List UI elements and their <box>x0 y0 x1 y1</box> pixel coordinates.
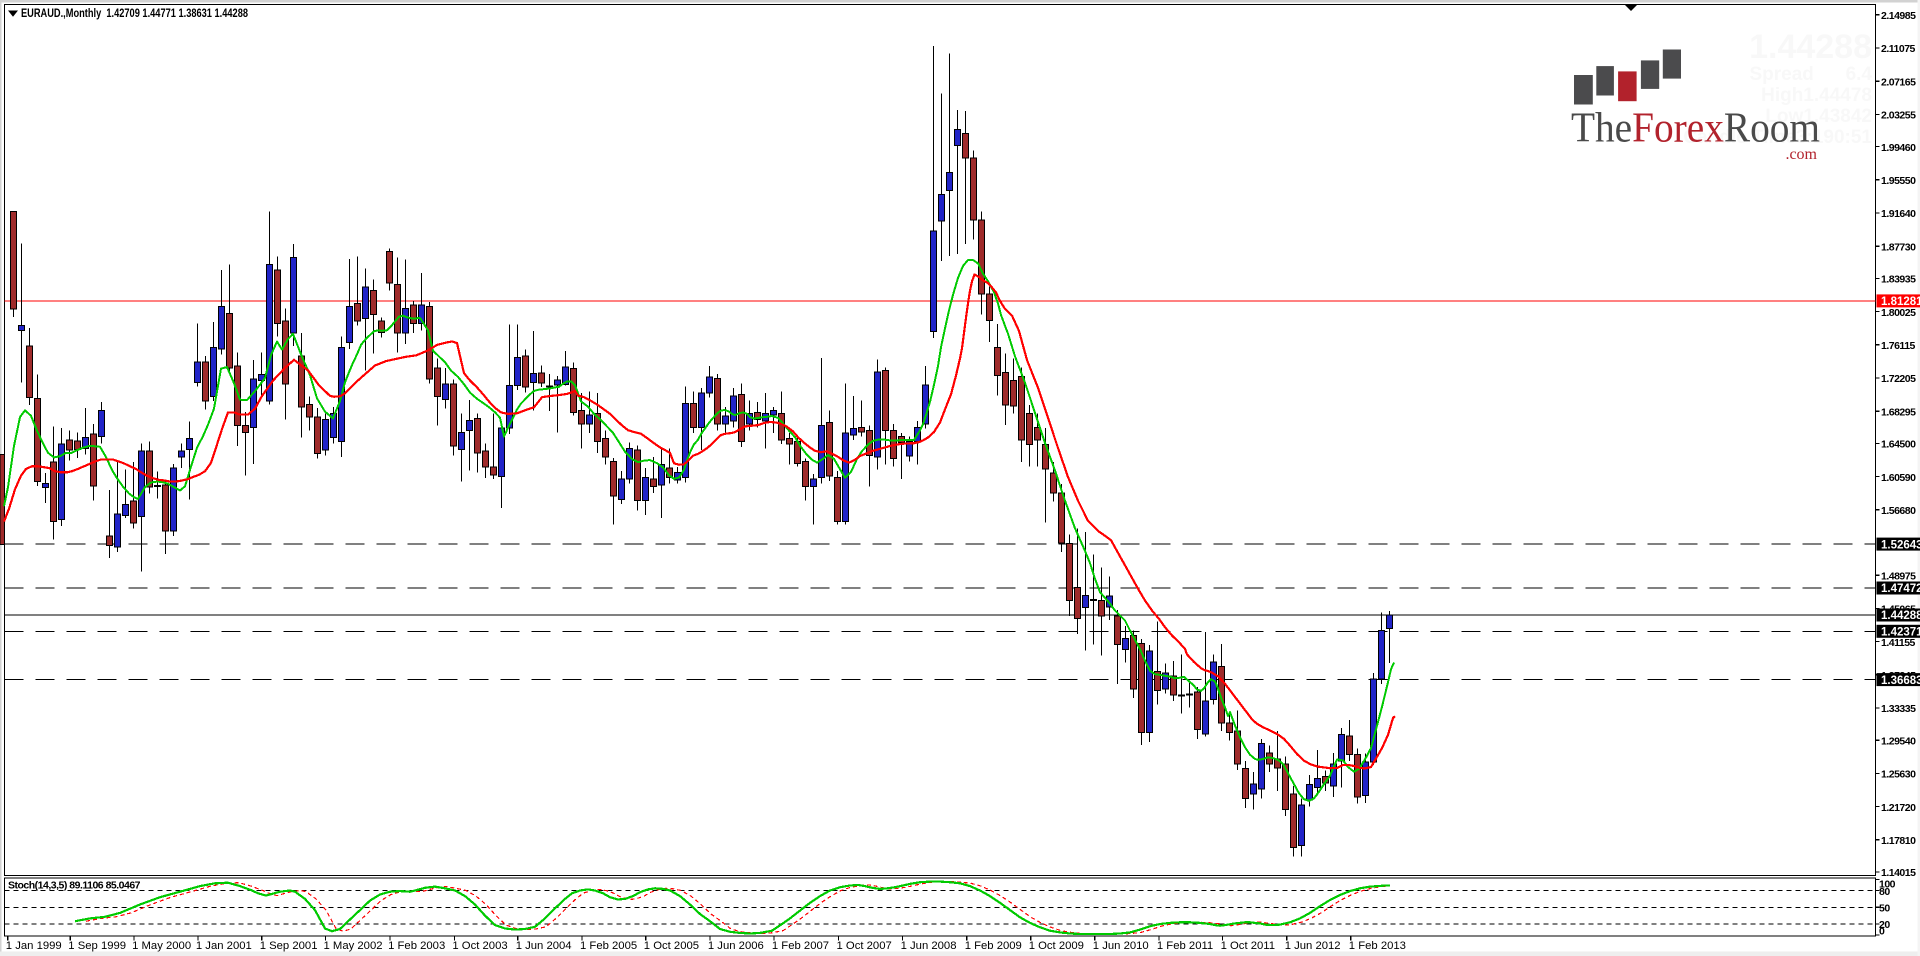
svg-text:80: 80 <box>1879 886 1890 898</box>
svg-text:Low1.43842: Low1.43842 <box>1765 106 1872 127</box>
svg-text:1 May 2000: 1 May 2000 <box>132 940 191 952</box>
svg-text:1.47472: 1.47472 <box>1881 583 1920 595</box>
svg-text:1 Oct 2005: 1 Oct 2005 <box>644 940 699 952</box>
svg-text:2.07165: 2.07165 <box>1881 76 1916 88</box>
svg-text:1.99460: 1.99460 <box>1881 142 1916 154</box>
svg-text:50: 50 <box>1879 903 1890 915</box>
svg-text:20: 20 <box>1879 919 1890 931</box>
svg-text:2.11075: 2.11075 <box>1881 43 1916 55</box>
svg-text:1 Feb 2009: 1 Feb 2009 <box>965 940 1022 952</box>
svg-text:1.80025: 1.80025 <box>1881 307 1916 319</box>
svg-text:.com: .com <box>1785 146 1817 163</box>
svg-text:1 Sep 1999: 1 Sep 1999 <box>68 940 126 952</box>
svg-text:1.42371: 1.42371 <box>1881 627 1920 639</box>
svg-text:1.36683: 1.36683 <box>1881 675 1920 687</box>
svg-text:1 Feb 2003: 1 Feb 2003 <box>388 940 445 952</box>
svg-text:0: 0 <box>1879 926 1885 938</box>
svg-text:1.87730: 1.87730 <box>1881 241 1916 253</box>
svg-text:2.14985: 2.14985 <box>1881 10 1916 22</box>
svg-text:1.95550: 1.95550 <box>1881 175 1916 187</box>
svg-text:1.72205: 1.72205 <box>1881 373 1916 385</box>
svg-text:1 Sep 2001: 1 Sep 2001 <box>260 940 318 952</box>
svg-text:1.83935: 1.83935 <box>1881 274 1916 286</box>
svg-text:1 Jan 2001: 1 Jan 2001 <box>196 940 252 952</box>
svg-text:1.44288: 1.44288 <box>1881 610 1920 622</box>
svg-text:1.52643: 1.52643 <box>1881 539 1920 551</box>
svg-text:1 Feb 2007: 1 Feb 2007 <box>772 940 829 952</box>
svg-text:1 Oct 2011: 1 Oct 2011 <box>1221 940 1275 952</box>
svg-text:1.60590: 1.60590 <box>1881 472 1916 484</box>
svg-text:1.25630: 1.25630 <box>1881 769 1916 781</box>
svg-text:Stoch(14,3,5) 89.1106 85.0467: Stoch(14,3,5) 89.1106 85.0467 <box>8 880 141 892</box>
svg-text:1.76115: 1.76115 <box>1881 340 1916 352</box>
svg-text:1.21720: 1.21720 <box>1881 802 1916 814</box>
svg-text:100: 100 <box>1879 879 1896 891</box>
svg-text:1 May 2002: 1 May 2002 <box>324 940 383 952</box>
svg-text:1.33335: 1.33335 <box>1881 703 1916 715</box>
svg-text:1.68295: 1.68295 <box>1881 406 1916 418</box>
svg-text:TheForexRoom: TheForexRoom <box>1571 105 1820 152</box>
svg-text:2.03255: 2.03255 <box>1881 110 1916 122</box>
svg-text:1.29540: 1.29540 <box>1881 735 1916 747</box>
svg-text:1 Jun 2006: 1 Jun 2006 <box>708 940 764 952</box>
svg-text:Spread 6.4: Spread 6.4 <box>1750 64 1873 85</box>
svg-text:Candle Time3:190:51: Candle Time3:190:51 <box>1683 127 1872 148</box>
svg-text:1 Feb 2005: 1 Feb 2005 <box>580 940 637 952</box>
svg-text:1 Jun 2004: 1 Jun 2004 <box>516 940 572 952</box>
svg-text:1.44288: 1.44288 <box>1749 28 1872 66</box>
svg-text:EURAUD.,Monthly 1.42709 1.447: EURAUD.,Monthly 1.42709 1.44771 1.38631 … <box>21 8 248 20</box>
svg-text:1.56680: 1.56680 <box>1881 505 1916 517</box>
svg-text:1 Jan 1999: 1 Jan 1999 <box>6 940 62 952</box>
svg-text:1 Oct 2003: 1 Oct 2003 <box>452 940 507 952</box>
svg-text:1.17810: 1.17810 <box>1881 835 1916 847</box>
svg-text:1 Jun 2012: 1 Jun 2012 <box>1285 940 1341 952</box>
svg-text:1 Oct 2009: 1 Oct 2009 <box>1029 940 1084 952</box>
svg-text:1.14015: 1.14015 <box>1881 867 1916 879</box>
svg-text:1 Oct 2007: 1 Oct 2007 <box>837 940 892 952</box>
svg-text:High1.44478: High1.44478 <box>1761 85 1872 106</box>
svg-text:1 Jun 2010: 1 Jun 2010 <box>1093 940 1149 952</box>
svg-text:1.48975: 1.48975 <box>1881 570 1916 582</box>
svg-text:1.41155: 1.41155 <box>1881 637 1916 649</box>
svg-text:1.64500: 1.64500 <box>1881 439 1916 451</box>
svg-text:1 Feb 2013: 1 Feb 2013 <box>1349 940 1406 952</box>
svg-text:1 Feb 2011: 1 Feb 2011 <box>1157 940 1213 952</box>
svg-text:1 Jun 2008: 1 Jun 2008 <box>901 940 957 952</box>
svg-text:1.81281: 1.81281 <box>1881 296 1920 308</box>
svg-text:1.91640: 1.91640 <box>1881 208 1916 220</box>
